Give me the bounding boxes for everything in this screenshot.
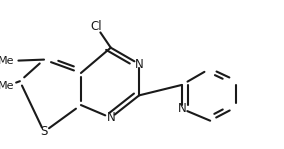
Text: N: N xyxy=(106,111,115,124)
Text: N: N xyxy=(178,102,186,115)
Text: Me: Me xyxy=(0,56,14,66)
Text: N: N xyxy=(135,58,143,71)
Text: S: S xyxy=(40,125,48,138)
Text: Me: Me xyxy=(0,81,14,91)
Text: Cl: Cl xyxy=(91,20,102,33)
